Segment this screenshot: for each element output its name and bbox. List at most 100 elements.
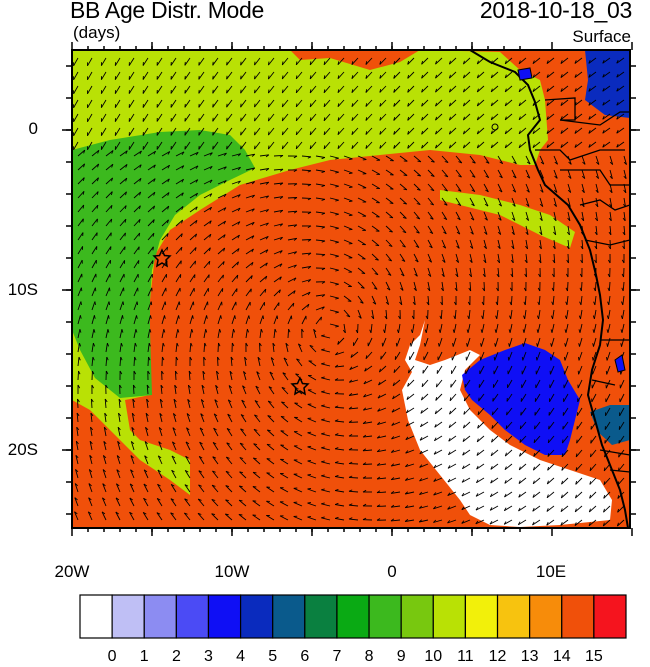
lon-label-0: 0 bbox=[387, 562, 397, 581]
wind-vector bbox=[217, 180, 227, 185]
wind-vector bbox=[580, 281, 583, 292]
wind-vector bbox=[533, 449, 541, 457]
wind-vector-head bbox=[351, 61, 354, 65]
wind-vector-head bbox=[238, 513, 243, 516]
wind-vector bbox=[91, 218, 98, 227]
wind-vector bbox=[469, 183, 476, 192]
wind-vector bbox=[259, 275, 268, 283]
wind-vector-head bbox=[596, 161, 600, 165]
wind-vector-head bbox=[226, 442, 230, 445]
wind-vector-head bbox=[509, 301, 512, 306]
wind-vector bbox=[240, 127, 247, 136]
wind-vector-head bbox=[457, 203, 462, 206]
wind-vector-head bbox=[176, 342, 179, 347]
wind-vector bbox=[465, 365, 471, 375]
wind-vector bbox=[174, 385, 177, 395]
wind-vector-head bbox=[295, 75, 298, 79]
wind-vector bbox=[301, 239, 312, 241]
wind-vector bbox=[161, 192, 170, 199]
wind-vector bbox=[461, 491, 471, 497]
wind-vector bbox=[315, 316, 322, 325]
wind-vector-head bbox=[443, 231, 447, 235]
wind-vector bbox=[490, 463, 499, 470]
wind-vector-head bbox=[351, 117, 354, 121]
wind-vector bbox=[268, 99, 275, 108]
wind-vector-head bbox=[148, 356, 151, 361]
wind-vector-head bbox=[149, 329, 152, 333]
wind-vector-head bbox=[181, 178, 184, 183]
wind-vector bbox=[578, 351, 583, 361]
wind-vector bbox=[313, 329, 317, 339]
wind-vector bbox=[88, 497, 93, 507]
wind-vector bbox=[546, 99, 555, 106]
wind-vector-head bbox=[150, 315, 152, 319]
wind-vector-head bbox=[75, 440, 79, 445]
wind-vector bbox=[102, 455, 107, 465]
wind-vector bbox=[390, 519, 401, 522]
wind-vector bbox=[147, 356, 149, 367]
wind-vector bbox=[175, 165, 185, 171]
wind-vector bbox=[343, 155, 353, 160]
wind-vector bbox=[321, 419, 331, 423]
wind-vector-head bbox=[438, 329, 441, 333]
wind-vector bbox=[335, 504, 345, 507]
wind-vector bbox=[105, 246, 112, 255]
wind-vectors bbox=[73, 57, 627, 527]
wind-vector-head bbox=[519, 439, 522, 443]
wind-vector bbox=[393, 113, 401, 121]
wind-vector bbox=[90, 427, 93, 437]
wind-vector bbox=[203, 287, 209, 297]
wind-vector bbox=[348, 476, 359, 479]
wind-vector-head bbox=[469, 259, 473, 264]
wind-vector-head bbox=[239, 442, 244, 445]
wind-vector bbox=[532, 505, 541, 512]
wind-vector-head bbox=[281, 386, 286, 389]
wind-vector-head bbox=[279, 182, 284, 186]
wind-vector bbox=[463, 85, 471, 93]
wind-vector-head bbox=[603, 508, 605, 513]
wind-vector bbox=[455, 267, 459, 277]
wind-vector-head bbox=[335, 171, 339, 174]
colorbar-swatch bbox=[561, 594, 595, 639]
wind-vector bbox=[476, 477, 485, 484]
wind-vector bbox=[272, 343, 275, 353]
wind-vector-head bbox=[606, 329, 609, 333]
wind-vector bbox=[602, 141, 611, 148]
wind-vector bbox=[377, 435, 387, 439]
wind-vector bbox=[436, 379, 443, 388]
wind-vector bbox=[525, 155, 531, 165]
wind-vector-head bbox=[442, 259, 446, 263]
wind-vector-head bbox=[578, 315, 581, 320]
wind-vector bbox=[562, 407, 569, 416]
wind-vector bbox=[254, 414, 261, 423]
wind-vector bbox=[490, 113, 499, 121]
wind-vector-head bbox=[416, 231, 420, 234]
wind-vector bbox=[133, 260, 140, 269]
wind-vector bbox=[405, 505, 415, 509]
wind-vector-head bbox=[463, 411, 466, 415]
wind-vector-head bbox=[391, 409, 395, 413]
wind-vector-head bbox=[462, 74, 465, 79]
wind-vector bbox=[143, 469, 149, 479]
wind-vector bbox=[435, 71, 443, 79]
wind-vector bbox=[463, 71, 471, 79]
wind-vector bbox=[228, 385, 233, 395]
wind-vector-head bbox=[622, 231, 626, 236]
wind-vector-head bbox=[582, 161, 586, 165]
wind-vector bbox=[133, 164, 142, 171]
wind-vector bbox=[203, 193, 213, 199]
wind-vector-head bbox=[237, 261, 239, 266]
wind-vector-head bbox=[307, 304, 310, 308]
wind-vector bbox=[295, 141, 303, 150]
wind-vector bbox=[385, 225, 393, 233]
wind-vector-head bbox=[622, 245, 625, 250]
wind-vector-head bbox=[467, 301, 471, 306]
wind-vector bbox=[254, 71, 261, 80]
wind-vector-head bbox=[532, 507, 535, 512]
wind-vector-head bbox=[468, 273, 472, 278]
wind-vector bbox=[466, 337, 471, 347]
wind-vector-head bbox=[293, 290, 296, 294]
wind-vector-head bbox=[399, 301, 403, 306]
wind-vector-head bbox=[417, 174, 421, 177]
wind-vector bbox=[224, 513, 233, 521]
